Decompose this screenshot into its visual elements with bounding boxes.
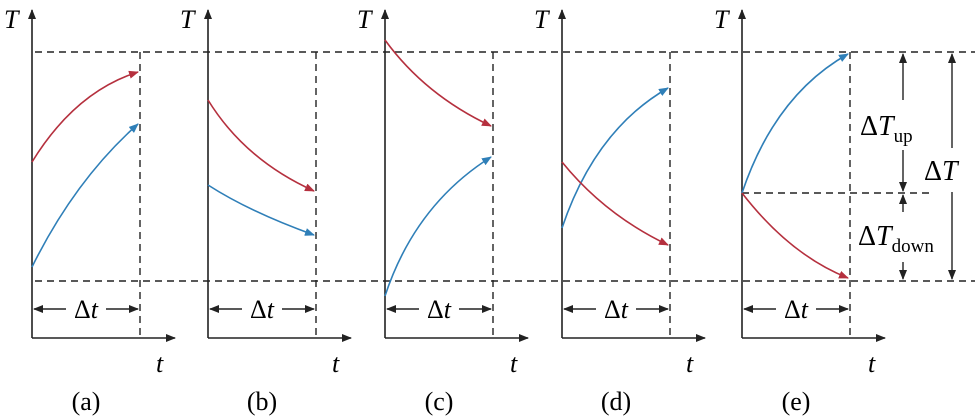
hot-curve <box>31 70 139 163</box>
panel-label: (c) <box>425 387 454 416</box>
panel-label: (a) <box>72 387 101 416</box>
hot-curve <box>207 99 315 192</box>
panel-c: Δt T t (c) <box>357 5 529 416</box>
delta-t-label: Δt <box>74 295 99 324</box>
t-axis-label: T <box>534 5 550 34</box>
t-axis-label: T <box>4 5 20 34</box>
cold-curve <box>384 156 492 297</box>
cold-curve <box>561 87 669 229</box>
hot-curve <box>384 39 492 127</box>
delta-t-label: Δt <box>250 295 275 324</box>
panel-label: (e) <box>782 387 811 416</box>
t-axis-label: T <box>714 5 730 34</box>
panel-label: (b) <box>247 387 277 416</box>
cold-curve <box>207 184 315 236</box>
t-axis-label: T <box>357 5 373 34</box>
cold-curve <box>31 123 139 268</box>
time-axis-label: t <box>510 349 518 378</box>
panel-e: Δt T t (e) <box>714 5 956 416</box>
panel-label: (d) <box>601 387 631 416</box>
time-axis-label: t <box>332 349 340 378</box>
panel-d: Δt T t (d) <box>534 5 706 416</box>
panel-a: Δt T t (a) <box>4 5 176 416</box>
delta-t-up-label: ΔTup <box>860 111 913 147</box>
delta-t-down-label: ΔTdown <box>858 221 934 257</box>
hot-curve <box>741 192 849 279</box>
time-axis-label: t <box>686 349 694 378</box>
time-axis-label: t <box>156 349 164 378</box>
delta-t-label: Δt <box>784 295 809 324</box>
delta-t-label: Δt <box>604 295 629 324</box>
delta-t-total-label: ΔT <box>924 156 960 187</box>
panel-b: Δt T t (b) <box>180 5 352 416</box>
t-axis-label: T <box>180 5 196 34</box>
hot-curve <box>561 161 669 246</box>
delta-t-label: Δt <box>427 295 452 324</box>
time-axis-label: t <box>868 349 876 378</box>
cold-curve <box>741 53 849 194</box>
